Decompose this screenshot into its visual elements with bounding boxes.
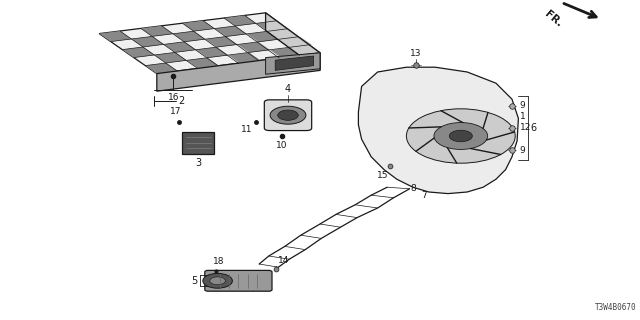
Polygon shape [228, 52, 261, 63]
Polygon shape [358, 67, 518, 194]
Circle shape [210, 277, 225, 285]
Polygon shape [173, 31, 205, 42]
Circle shape [203, 273, 232, 288]
Text: 14: 14 [278, 256, 290, 265]
Polygon shape [224, 15, 256, 26]
Text: 5: 5 [191, 276, 197, 286]
Polygon shape [164, 42, 196, 52]
Polygon shape [145, 63, 177, 74]
Text: 4: 4 [285, 84, 291, 94]
Polygon shape [132, 36, 164, 47]
FancyBboxPatch shape [264, 100, 312, 131]
Polygon shape [275, 56, 314, 70]
Polygon shape [205, 36, 238, 47]
FancyBboxPatch shape [205, 270, 272, 291]
Text: 8: 8 [410, 184, 415, 193]
Polygon shape [266, 53, 320, 74]
Circle shape [270, 106, 306, 124]
Text: 6: 6 [530, 123, 536, 133]
FancyBboxPatch shape [182, 132, 214, 154]
Text: 9: 9 [520, 146, 525, 155]
Polygon shape [196, 47, 228, 58]
Polygon shape [266, 13, 320, 70]
Polygon shape [280, 37, 312, 47]
Text: 12: 12 [520, 124, 531, 132]
Circle shape [406, 109, 515, 163]
Text: FR.: FR. [543, 9, 564, 29]
Text: 2: 2 [178, 96, 184, 106]
Polygon shape [122, 47, 155, 58]
Text: 18: 18 [213, 257, 225, 266]
Text: 7: 7 [421, 191, 426, 200]
Polygon shape [155, 52, 187, 63]
Polygon shape [157, 53, 320, 91]
Polygon shape [187, 58, 219, 68]
Text: 3: 3 [195, 158, 202, 168]
Polygon shape [270, 47, 303, 58]
Circle shape [278, 110, 298, 120]
Text: 10: 10 [276, 141, 287, 150]
Text: 15: 15 [377, 171, 388, 180]
Polygon shape [256, 21, 289, 31]
Text: 17: 17 [170, 107, 182, 116]
Text: 13: 13 [410, 49, 422, 58]
Text: T3W4B0670: T3W4B0670 [595, 303, 637, 312]
Circle shape [449, 130, 472, 142]
Polygon shape [99, 13, 320, 74]
Polygon shape [247, 31, 280, 42]
Polygon shape [141, 26, 173, 36]
Text: 1: 1 [520, 112, 525, 121]
Polygon shape [238, 42, 270, 52]
Text: 11: 11 [241, 125, 252, 134]
Circle shape [434, 123, 488, 149]
Polygon shape [215, 26, 247, 36]
Polygon shape [99, 31, 132, 42]
Polygon shape [182, 20, 215, 31]
Text: 16: 16 [168, 93, 180, 102]
Text: 9: 9 [520, 101, 525, 110]
